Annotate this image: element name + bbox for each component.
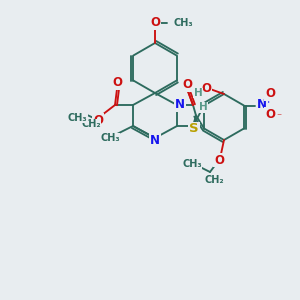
Text: CH₃: CH₃ xyxy=(182,159,202,169)
Text: H: H xyxy=(199,103,208,112)
Text: O: O xyxy=(265,87,275,100)
Text: N: N xyxy=(150,134,160,146)
Text: O: O xyxy=(265,108,275,121)
Text: O: O xyxy=(150,16,160,29)
Text: O: O xyxy=(183,78,193,92)
Text: H: H xyxy=(194,88,202,98)
Text: O: O xyxy=(214,154,224,166)
Text: N: N xyxy=(175,98,185,112)
Text: CH₃: CH₃ xyxy=(68,113,88,123)
Text: O: O xyxy=(201,82,211,95)
Text: CH₂: CH₂ xyxy=(81,119,101,129)
Text: +: + xyxy=(264,96,272,105)
Text: ⁻: ⁻ xyxy=(276,112,281,122)
Text: N: N xyxy=(257,98,267,111)
Text: S: S xyxy=(189,122,199,136)
Text: CH₃: CH₃ xyxy=(100,133,120,143)
Text: CH₂: CH₂ xyxy=(204,175,224,185)
Text: CH₃: CH₃ xyxy=(174,18,194,28)
Text: O: O xyxy=(112,76,122,89)
Text: O: O xyxy=(93,113,103,127)
